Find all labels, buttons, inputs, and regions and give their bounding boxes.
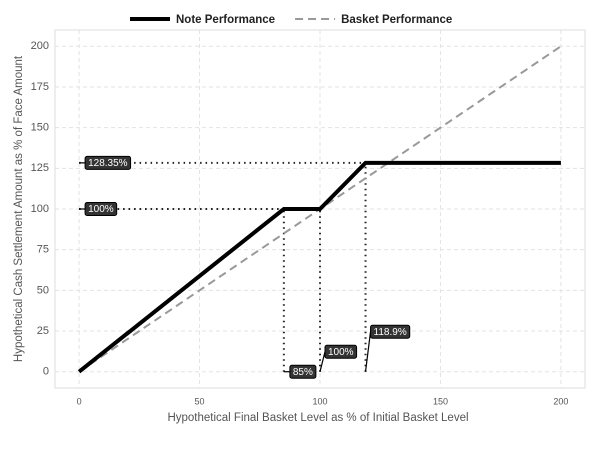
annotation-label: 100% (328, 347, 354, 358)
annotation-box (289, 364, 317, 379)
y-tick-label: 25 (37, 325, 49, 337)
annotation-box (84, 155, 132, 170)
y-tick-label: 50 (37, 284, 49, 296)
y-axis-label: Hypothetical Cash Settlement Amount as %… (13, 55, 25, 362)
series-line (77, 160, 561, 374)
y-tick-label: 100 (31, 203, 49, 215)
y-tick-label: 150 (31, 122, 49, 134)
y-tick-label: 0 (43, 366, 49, 378)
x-tick-label: 50 (195, 396, 205, 406)
annotation-connector (364, 331, 372, 372)
x-tick-label: 200 (553, 396, 568, 406)
x-axis-label: Hypothetical Final Basket Level as % of … (167, 412, 468, 424)
x-tick-label: 0 (77, 396, 82, 406)
y-tick-label: 75 (37, 244, 49, 256)
legend-label: Basket Performance (341, 14, 452, 26)
annotation-box (324, 344, 358, 359)
annotation-label: 128.35% (88, 158, 128, 169)
annotation-label: 118.9% (374, 327, 407, 338)
y-tick-label: 175 (31, 81, 49, 93)
y-tick-label: 200 (31, 40, 49, 52)
x-tick-label: 100 (312, 396, 327, 406)
y-tick-label: 125 (31, 162, 49, 174)
annotation-box (84, 202, 118, 216)
x-tick-label: 150 (433, 396, 448, 406)
annotation-label: 100% (88, 204, 114, 215)
legend-label: Note Performance (176, 14, 275, 26)
annotation-connector (319, 351, 326, 372)
annotation-label: 85% (293, 367, 313, 378)
annotation-box (370, 324, 411, 339)
